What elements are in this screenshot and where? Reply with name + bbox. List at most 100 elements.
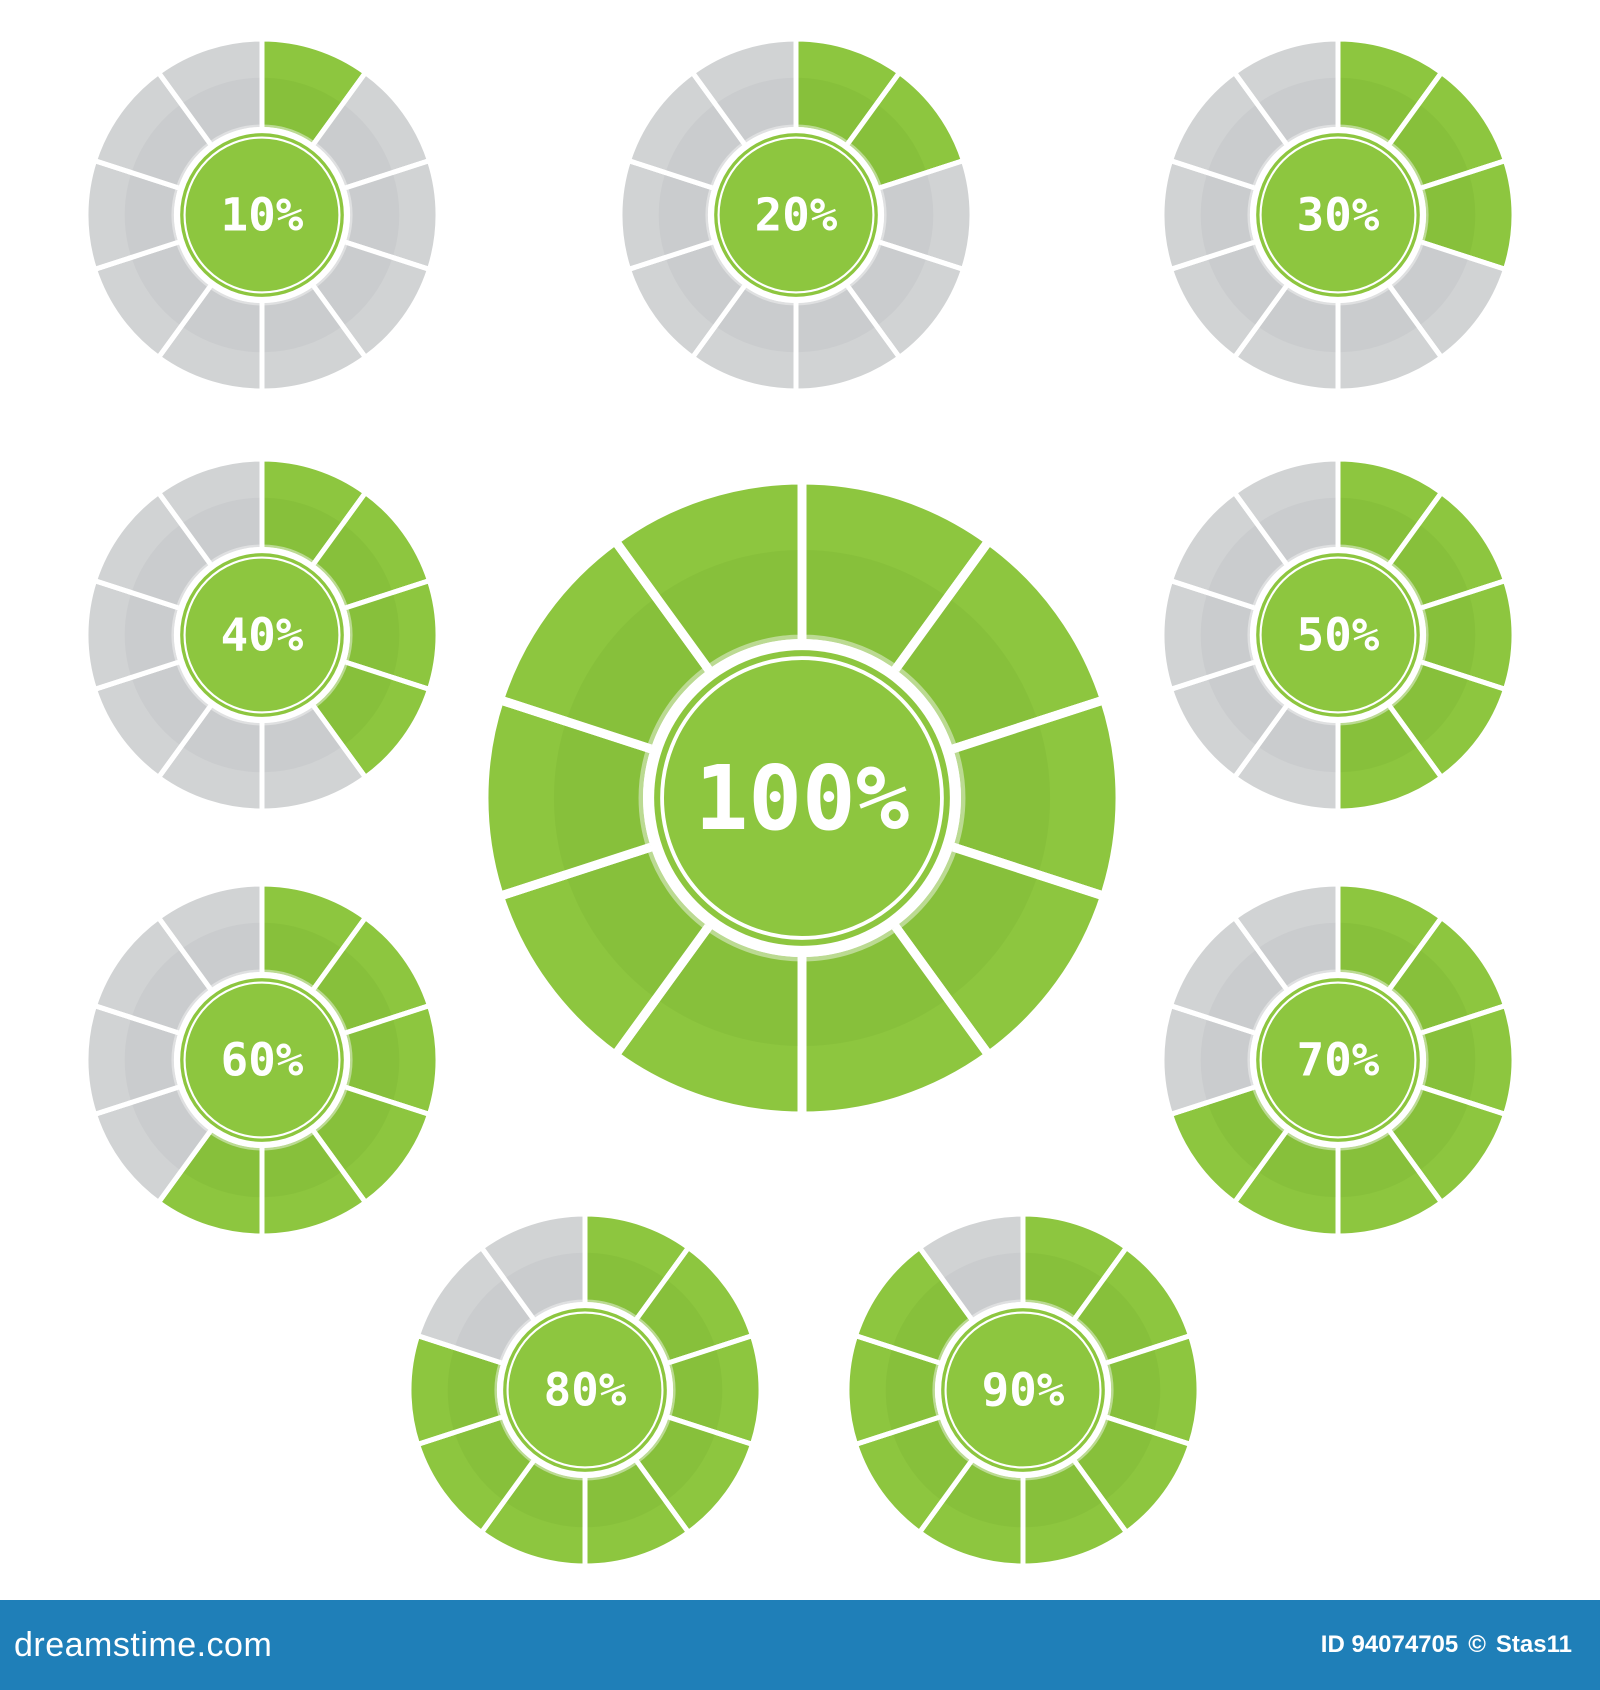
gauge-40-segment-shade-10: [182, 497, 262, 564]
gauge-70-segment-shade-4: [1390, 1088, 1469, 1171]
gauge-70-segment-shade-10: [1258, 922, 1338, 989]
gauge-60-spoke-8: [92, 1084, 180, 1118]
gauge-50-spoke-5: [1387, 704, 1445, 780]
gauge-90-segment-shade-3: [1106, 1348, 1161, 1432]
gauge-40-label: 40%: [221, 609, 304, 662]
gauge-collection: 10% 20% 30% 40% 100% 50% 60% 70% 80% 90%: [86, 36, 1517, 1566]
gauge-20-spoke-4: [878, 239, 966, 273]
gauge-60-segment-shade-9: [131, 949, 210, 1032]
gauge-40-segment-shade-9: [131, 524, 210, 607]
gauge-70-center-outer: [1256, 978, 1420, 1142]
gauge-100: 100%: [479, 475, 1125, 1121]
gauge-80-label: 80%: [544, 1364, 627, 1417]
gauge-10-center-ring: [183, 136, 341, 294]
gauge-80-segment-shade-4: [637, 1418, 716, 1501]
gauge-30-segment-shade-2: [1390, 104, 1469, 187]
gauge-80-spoke-3: [667, 1332, 755, 1366]
gauge-30-spoke-9: [1168, 157, 1256, 191]
gauge-50-spoke-8: [1168, 659, 1256, 693]
gauge-70-spoke-2: [1387, 915, 1445, 991]
gauge-100-spoke-9: [497, 695, 653, 754]
gauge-80-spoke-10: [478, 1245, 536, 1321]
gauge-30-spoke-4: [1420, 239, 1508, 273]
gauge-50-label: 50%: [1297, 609, 1380, 662]
gauge-20-segment-shade-7: [665, 243, 744, 326]
gauge-30: 30%: [1159, 36, 1517, 394]
gauge-100-spoke-8: [497, 842, 653, 901]
gauge-40-center-ring: [183, 556, 341, 714]
gauge-80-center-ring: [506, 1311, 664, 1469]
gauge-10-segment-shade-10: [182, 77, 262, 144]
gauge-100-segment-shade-10: [658, 549, 801, 669]
gauge-50-center-outer: [1256, 553, 1420, 717]
gauge-100-spoke-2: [891, 537, 994, 672]
gauge-50-segment-shade-7: [1207, 663, 1286, 746]
gauge-90-spoke-9: [853, 1332, 941, 1366]
gauge-50-segment-shade-6: [1258, 706, 1338, 773]
gauge-90-segment-shade-8: [885, 1348, 940, 1432]
gauge-20-center-ring: [717, 136, 875, 294]
gauge-10-segment-shade-5: [262, 286, 342, 353]
gauge-100-segment-shade-6: [658, 927, 801, 1047]
gauge-70-segment-shade-6: [1258, 1131, 1338, 1198]
footer-image-id: ID 94074705: [1320, 1631, 1459, 1658]
footer-author: Stas11: [1495, 1631, 1572, 1658]
gauge-10-spoke-5: [311, 284, 369, 360]
gauge-40-spoke-4: [344, 659, 432, 693]
footer-brand: dreamstime.com: [14, 1625, 273, 1664]
gauge-90-segment-shade-1: [1023, 1252, 1103, 1319]
gauge-100-segment-shade-3: [953, 723, 1051, 873]
gauge-60-segment-shade-6: [182, 1131, 262, 1198]
gauge-60-segment-shade-5: [262, 1131, 342, 1198]
gauge-30-segment-shade-4: [1390, 243, 1469, 326]
gauge-20-segment-shade-4: [848, 243, 927, 326]
gauge-20-spoke-8: [626, 239, 714, 273]
gauge-40-segment-shade-3: [345, 593, 400, 677]
gauge-40-spoke-10: [155, 490, 213, 566]
gauge-100-segment-shade-8: [553, 723, 651, 873]
gauge-30-spoke-5: [1387, 284, 1445, 360]
gauge-40-spoke-9: [92, 577, 180, 611]
gauge-30-label: 30%: [1297, 189, 1380, 242]
gauge-30-spoke-8: [1168, 239, 1256, 273]
gauge-50-spoke-4: [1420, 659, 1508, 693]
gauge-60-spoke-5: [311, 1129, 369, 1205]
gauge-60-center-ring: [183, 981, 341, 1139]
gauge-20-segment-shade-9: [665, 104, 744, 187]
gauge-10-segment-shade-8: [124, 173, 179, 257]
gauge-70-segment-shade-9: [1207, 949, 1286, 1032]
gauge-70-spoke-7: [1231, 1129, 1289, 1205]
gauge-100-segment-shade-7: [566, 848, 708, 998]
gauge-70-spoke-3: [1420, 1002, 1508, 1036]
gauge-80-spoke-9: [415, 1332, 503, 1366]
gauge-60-center-outer: [180, 978, 344, 1142]
gauge-100-center-outer: [654, 650, 950, 946]
gauge-20-spoke-2: [845, 70, 903, 146]
gauge-10-spoke-9: [92, 157, 180, 191]
gauge-60-segment-shade-10: [182, 922, 262, 989]
gauge-90-center-outer: [941, 1308, 1105, 1472]
gauge-80-segment-shade-5: [585, 1461, 665, 1528]
gauge-20-center-outer: [714, 133, 878, 297]
gauge-50-spoke-2: [1387, 490, 1445, 566]
gauge-80-segment-shade-6: [505, 1461, 585, 1528]
gauge-70-segment-shade-3: [1421, 1018, 1476, 1102]
gauge-70-spoke-8: [1168, 1084, 1256, 1118]
gauge-50-segment-shade-5: [1338, 706, 1418, 773]
gauge-70-spoke-10: [1231, 915, 1289, 991]
gauge-60-spoke-9: [92, 1002, 180, 1036]
gauge-80-spoke-4: [667, 1414, 755, 1448]
footer-meta: ID 94074705 © Stas11: [1321, 1631, 1572, 1659]
gauge-80-center-outer: [503, 1308, 667, 1472]
gauge-70-segment-shade-1: [1338, 922, 1418, 989]
gauge-100-spoke-7: [610, 924, 713, 1059]
gauge-80-spoke-2: [634, 1245, 692, 1321]
gauge-30-spoke-2: [1387, 70, 1445, 146]
gauge-10-segment-shade-2: [314, 104, 393, 187]
gauge-30-segment-shade-3: [1421, 173, 1476, 257]
gauge-60-segment-shade-7: [131, 1088, 210, 1171]
gauge-30-spoke-7: [1231, 284, 1289, 360]
gauge-20-segment-shade-2: [848, 104, 927, 187]
gauge-60-spoke-10: [155, 915, 213, 991]
gauge-60-segment-shade-4: [314, 1088, 393, 1171]
